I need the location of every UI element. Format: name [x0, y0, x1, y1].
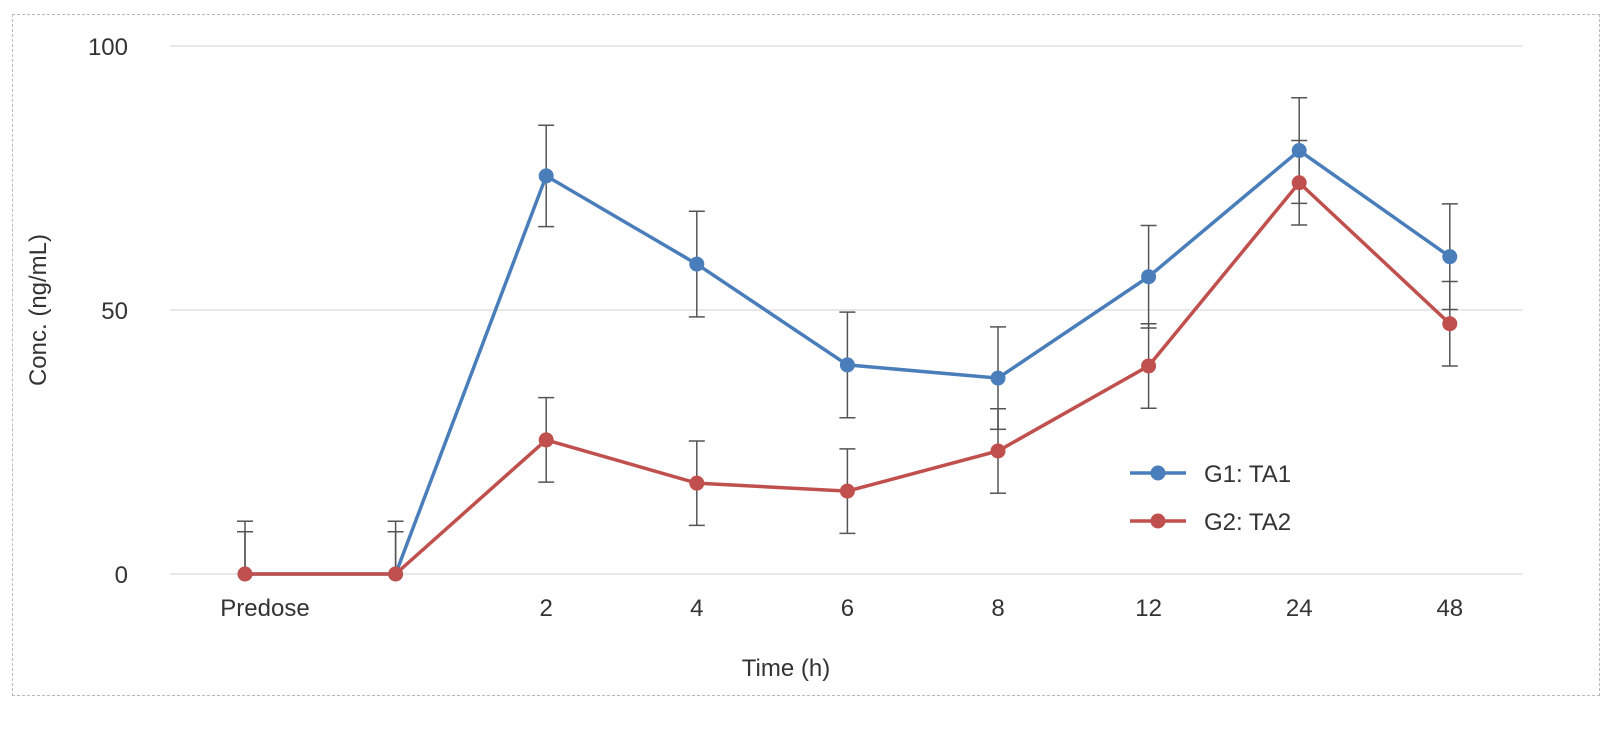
data-point — [237, 566, 253, 582]
data-point — [1141, 358, 1157, 374]
data-point — [1442, 249, 1458, 265]
y-tick-label: 50 — [101, 298, 128, 325]
x-tick-label: Predose — [220, 595, 309, 622]
x-tick-label: 8 — [991, 595, 1004, 622]
x-tick-label: 2 — [540, 595, 553, 622]
x-tick-label: 12 — [1135, 595, 1162, 622]
legend-label: G2: TA2 — [1204, 509, 1291, 536]
data-point — [839, 357, 855, 373]
data-point — [990, 370, 1006, 386]
x-axis-label: Time (h) — [742, 655, 830, 682]
data-point — [538, 432, 554, 448]
data-point — [990, 443, 1006, 459]
x-tick-label: 24 — [1286, 595, 1313, 622]
legend-label: G1: TA1 — [1204, 461, 1291, 488]
legend-marker — [1150, 465, 1166, 481]
data-point — [839, 483, 855, 499]
data-point — [1442, 316, 1458, 332]
y-tick-label: 100 — [88, 34, 128, 61]
data-point — [689, 256, 705, 272]
x-tick-label: 48 — [1436, 595, 1463, 622]
chart-frame — [12, 14, 1600, 696]
x-tick-label: 4 — [690, 595, 703, 622]
data-point — [1291, 143, 1307, 159]
data-point — [388, 566, 404, 582]
y-tick-label: 0 — [115, 562, 128, 589]
legend-marker — [1150, 513, 1166, 529]
y-axis-label: Conc. (ng/mL) — [25, 234, 52, 386]
data-point — [538, 168, 554, 184]
data-point — [689, 475, 705, 491]
data-point — [1141, 269, 1157, 285]
x-tick-label: 6 — [841, 595, 854, 622]
data-point — [1291, 175, 1307, 191]
